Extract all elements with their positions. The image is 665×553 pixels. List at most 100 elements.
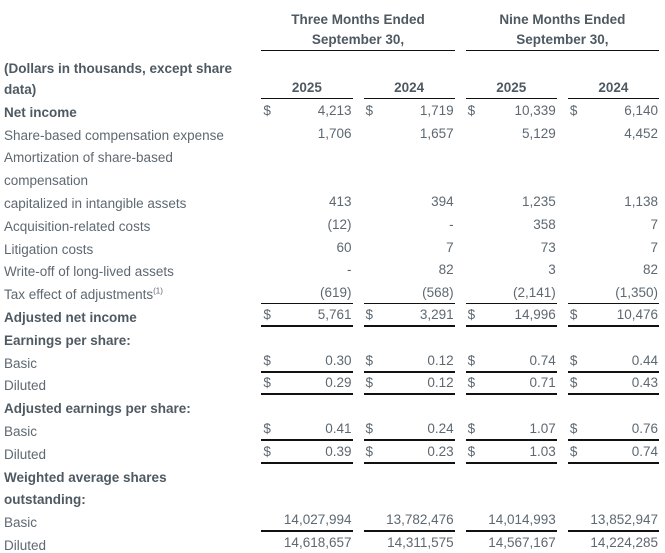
column-gap — [455, 463, 466, 486]
column-gap — [557, 372, 568, 395]
amount-cell — [568, 394, 659, 417]
amount-cell — [364, 144, 455, 167]
amount-cell: 14,224,285 — [567, 531, 659, 553]
table-row: Acquisition-related costs (12) - 358 7 — [4, 212, 659, 235]
row-label: Basic — [4, 508, 261, 531]
amount-cell: 14,567,167 — [465, 531, 557, 553]
amount-value: 0.24 — [427, 420, 454, 436]
column-gap — [557, 463, 568, 486]
currency-symbol: $ — [365, 306, 374, 322]
amount-value: (568) — [422, 284, 454, 300]
column-gap — [455, 280, 466, 303]
amount-cell: 14,311,575 — [363, 531, 455, 553]
row-label: Diluted — [4, 440, 261, 463]
amount-value: 358 — [533, 216, 556, 232]
amount-cell: 1,706 — [261, 121, 352, 144]
column-gap — [455, 486, 466, 509]
amount-cell: 7 — [364, 235, 455, 258]
column-gap — [557, 394, 568, 417]
amount-value: 6,140 — [624, 102, 658, 118]
amount-cell: 60 — [261, 235, 352, 258]
amount-value: 14,618,657 — [283, 534, 352, 550]
column-group-three-months-title: Three Months Ended — [291, 12, 425, 27]
currency-symbol: $ — [263, 443, 271, 459]
currency-symbol: $ — [569, 420, 578, 436]
amount-cell: 82 — [568, 258, 659, 281]
column-gap — [557, 121, 568, 144]
amount-cell: 14,618,657 — [261, 531, 353, 553]
amount-cell — [466, 144, 557, 167]
table-row: outstanding: — [4, 486, 659, 509]
row-label: Adjusted earnings per share: — [4, 394, 261, 417]
currency-symbol: $ — [467, 375, 476, 391]
amount-value: 3 — [548, 262, 556, 278]
amount-value: 82 — [438, 262, 454, 278]
currency-symbol: $ — [569, 352, 578, 368]
column-gap — [557, 166, 568, 189]
amount-value: 1,138 — [624, 193, 658, 209]
amount-cell: $0.23 — [363, 439, 455, 464]
table-body: Net income $4,213 $1,719 $10,339 $6,140 Share… — [4, 98, 659, 553]
row-label: Basic — [4, 349, 261, 372]
column-group-nine-months-title: Nine Months Ended — [499, 12, 626, 27]
column-gap — [455, 372, 466, 395]
row-label-text: Diluted — [4, 446, 47, 462]
column-gap — [557, 144, 568, 167]
amount-cell — [261, 463, 352, 486]
amount-value: - — [449, 216, 454, 232]
amount-cell — [568, 166, 659, 189]
currency-symbol: $ — [467, 420, 476, 436]
amount-cell: (619) — [261, 280, 353, 304]
currency-symbol: $ — [569, 443, 578, 459]
unit-note-line2: data) — [4, 82, 37, 97]
column-gap — [455, 6, 466, 30]
amount-value: 4,452 — [624, 125, 658, 141]
row-label: Net income — [4, 98, 261, 121]
column-gap — [353, 212, 364, 235]
row-label-text: Tax effect of adjustments — [4, 287, 154, 303]
amount-cell — [261, 144, 352, 167]
column-gap — [455, 212, 466, 235]
amount-value: 5,129 — [522, 125, 556, 141]
row-label-text: Diluted — [4, 537, 47, 553]
amount-value: 0.12 — [427, 375, 454, 391]
year-header-3m-2025: 2025 — [261, 77, 353, 99]
amount-value: 5,761 — [317, 306, 352, 322]
column-group-subtitle-row: September 30, September 30, — [4, 30, 659, 51]
column-gap — [455, 189, 466, 212]
column-gap — [353, 303, 364, 326]
currency-symbol: $ — [569, 375, 578, 391]
column-group-nine-months-subtitle: September 30, — [465, 30, 659, 51]
column-gap — [455, 440, 466, 463]
amount-cell: $0.74 — [465, 348, 557, 373]
column-gap — [455, 508, 466, 531]
row-label: Share-based compensation expense — [4, 121, 261, 144]
row-label-text: Basic — [4, 355, 38, 371]
row-label-text: capitalized in intangible assets — [4, 195, 187, 211]
column-gap — [557, 531, 568, 553]
amount-cell: (2,141) — [465, 280, 557, 304]
amount-value: 60 — [336, 239, 352, 255]
amount-value: 13,782,476 — [386, 512, 454, 528]
column-gap — [557, 349, 568, 372]
amount-cell: 82 — [364, 258, 455, 281]
row-label-text: Earnings per share: — [4, 332, 131, 348]
table-row: Diluted $0.29 $0.12 $0.71 $0.43 — [4, 371, 659, 396]
amount-value: 4,213 — [317, 102, 352, 118]
amount-cell: $0.71 — [465, 371, 557, 396]
amount-cell: 13,782,476 — [363, 508, 455, 533]
table-row: Write-off of long-lived assets - 82 3 82 — [4, 258, 659, 281]
amount-value: 14,567,167 — [488, 534, 556, 550]
amount-value: 0.43 — [631, 375, 658, 391]
column-gap — [455, 98, 466, 121]
table-row: Basic $0.30 $0.12 $0.74 $0.44 — [4, 348, 659, 373]
column-gap — [557, 486, 568, 509]
amount-cell: $0.29 — [261, 371, 353, 396]
amount-value: 1,706 — [317, 125, 352, 141]
table-row: Earnings per share: — [4, 326, 659, 349]
amount-cell: (12) — [261, 212, 352, 235]
row-label: outstanding: — [4, 486, 261, 509]
row-label-text: Adjusted net income — [4, 309, 137, 325]
column-gap — [353, 189, 364, 212]
